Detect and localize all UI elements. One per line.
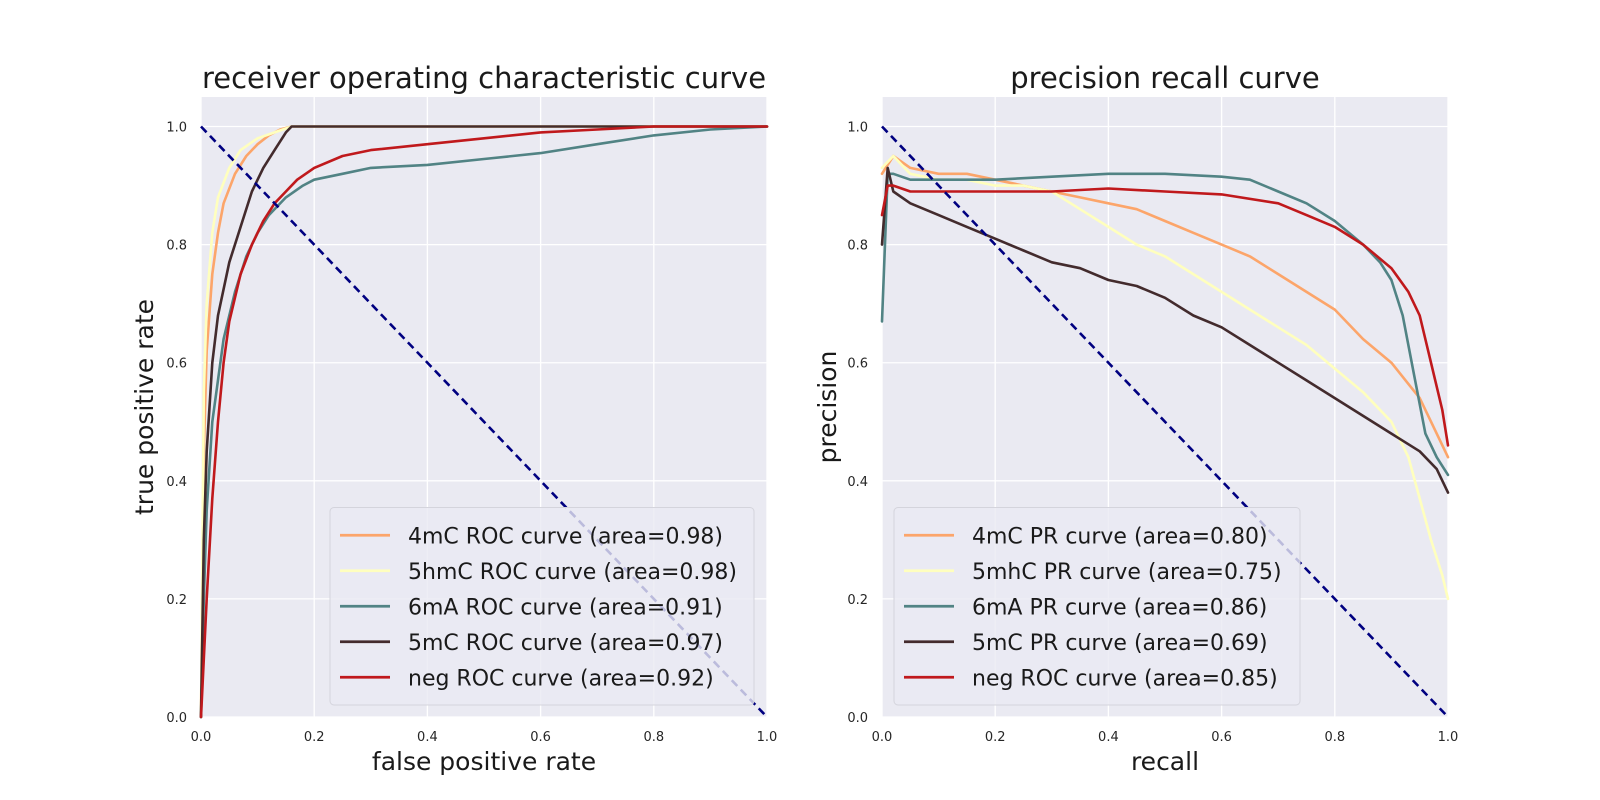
pr-x-ticks: 0.0 0.2 0.4 0.6 0.8 1.0: [872, 730, 1459, 745]
roc-series-line: [199, 125, 769, 719]
roc-x-tick-label: 0.4: [417, 730, 438, 745]
pr-y-tick-label: 1.0: [847, 121, 868, 136]
roc-x-tick-label: 0.6: [530, 730, 551, 745]
pr-x-tick-label: 1.0: [1438, 730, 1459, 745]
roc-legend-entry: 5hmC ROC curve (area=0.98): [408, 560, 737, 585]
pr-legend-entry: 6mA PR curve (area=0.86): [972, 595, 1267, 620]
roc-legend-box: [329, 507, 755, 706]
roc-legend-entry: 6mA ROC curve (area=0.91): [408, 595, 723, 620]
roc-y-ticks: 0.0 0.2 0.4 0.6 0.8 1.0: [166, 121, 187, 726]
roc-x-axis-label: false positive rate: [372, 747, 596, 776]
roc-chart-title: receiver operating characteristic curve: [202, 61, 766, 95]
pr-y-tick-label: 0.0: [847, 711, 868, 726]
roc-series-line: [199, 125, 769, 719]
roc-legend-entry: 4mC ROC curve (area=0.98): [408, 524, 723, 549]
pr-x-axis-label: recall: [1131, 747, 1199, 776]
roc-curves: [199, 125, 769, 719]
pr-x-tick-label: 0.2: [985, 730, 1006, 745]
pr-series-line: [880, 166, 1450, 494]
roc-legend: 4mC ROC curve (area=0.98) 5hmC ROC curve …: [329, 507, 755, 706]
pr-legend-box: [893, 507, 1301, 706]
roc-chart: 0.0 0.2 0.4 0.6 0.8 1.0 0.0 0.2 0.4 0.6 0.8 1.0 re…: [130, 61, 777, 776]
roc-y-tick-label: 0.2: [166, 593, 187, 608]
pr-chart-title: precision recall curve: [1010, 61, 1319, 95]
roc-legend-entry: neg ROC curve (area=0.92): [408, 666, 714, 691]
roc-x-tick-label: 0.0: [191, 730, 212, 745]
pr-curves: [880, 125, 1450, 718]
roc-y-tick-label: 0.0: [166, 711, 187, 726]
pr-chart: 0.0 0.2 0.4 0.6 0.8 1.0 0.0 0.2 0.4 0.6 0.8 1.0 pr…: [813, 61, 1458, 776]
roc-legend-entry: 5mC ROC curve (area=0.97): [408, 631, 723, 656]
pr-legend-entry: 5mhC PR curve (area=0.75): [972, 560, 1282, 585]
roc-y-axis-label: true positive rate: [130, 299, 159, 515]
pr-reference-diagonal: [881, 125, 1449, 718]
roc-y-tick-label: 0.4: [166, 475, 187, 490]
pr-legend-entry: 4mC PR curve (area=0.80): [972, 524, 1268, 549]
roc-x-tick-label: 0.2: [304, 730, 325, 745]
pr-legend-entry: 5mC PR curve (area=0.69): [972, 631, 1268, 656]
pr-x-tick-label: 0.8: [1324, 730, 1345, 745]
pr-series-line: [880, 154, 1450, 459]
pr-legend: 4mC PR curve (area=0.80) 5mhC PR curve (a…: [893, 507, 1301, 706]
roc-series-line: [199, 125, 769, 719]
roc-gridlines: [200, 97, 768, 718]
pr-y-axis-label: precision: [813, 351, 842, 464]
pr-series-line: [880, 184, 1450, 447]
roc-y-tick-label: 0.8: [166, 239, 187, 254]
roc-x-ticks: 0.0 0.2 0.4 0.6 0.8 1.0: [191, 730, 778, 745]
pr-x-tick-label: 0.0: [872, 730, 893, 745]
pr-x-tick-label: 0.4: [1098, 730, 1119, 745]
roc-y-tick-label: 1.0: [166, 121, 187, 136]
pr-y-tick-label: 0.6: [847, 357, 868, 372]
pr-y-tick-label: 0.8: [847, 239, 868, 254]
pr-y-tick-label: 0.2: [847, 593, 868, 608]
roc-x-tick-label: 0.8: [643, 730, 664, 745]
pr-legend-entry: neg ROC curve (area=0.85): [972, 666, 1278, 691]
pr-y-tick-label: 0.4: [847, 475, 868, 490]
roc-x-tick-label: 1.0: [757, 730, 778, 745]
pr-x-tick-label: 0.6: [1211, 730, 1232, 745]
pr-y-ticks: 0.0 0.2 0.4 0.6 0.8 1.0: [847, 121, 868, 726]
pr-series-line: [880, 172, 1450, 477]
roc-y-tick-label: 0.6: [166, 357, 187, 372]
